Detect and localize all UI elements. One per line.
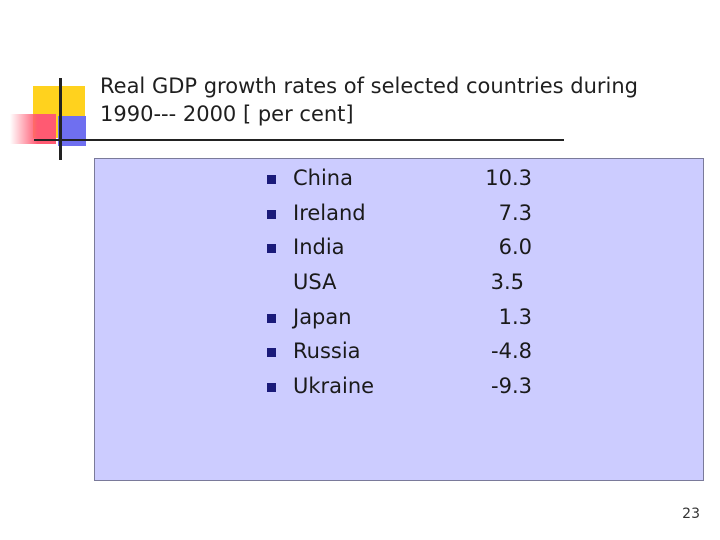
country-name: India <box>293 235 345 260</box>
slide-title: Real GDP growth rates of selected countr… <box>100 72 680 128</box>
list-item: Ukraine -9.3 <box>0 369 720 404</box>
slide-title-line-2: 1990--- 2000 [ per cent] <box>100 102 354 126</box>
square-bullet-icon <box>267 209 276 219</box>
list-item: Ireland 7.3 <box>0 196 720 231</box>
decor-horizontal-line <box>34 139 564 141</box>
square-bullet-icon <box>267 244 276 254</box>
growth-value: 6.0 <box>498 235 532 260</box>
country-name: Ukraine <box>293 374 375 399</box>
page-number: 23 <box>682 506 700 522</box>
country-name: USA <box>293 270 337 295</box>
list-item: India 6.0 <box>0 230 720 265</box>
square-bullet-icon <box>267 313 276 323</box>
list-item: China 10.3 <box>0 161 720 196</box>
country-name: Japan <box>293 304 352 329</box>
decor-vertical-line <box>59 78 62 160</box>
decor-blue-square <box>58 116 86 146</box>
square-bullet-icon <box>267 348 276 358</box>
list-item: Russia -4.8 <box>0 334 720 369</box>
list-item: Japan 1.3 <box>0 300 720 335</box>
country-list: China 10.3 Ireland 7.3 India 6.0 USA 3.5… <box>0 161 720 404</box>
growth-value: 7.3 <box>498 200 532 225</box>
growth-value: 1.3 <box>498 304 532 329</box>
list-item: USA 3.5 <box>0 265 720 300</box>
growth-value: -9.3 <box>491 374 532 399</box>
growth-value: -4.8 <box>491 339 532 364</box>
country-name: China <box>293 166 353 190</box>
slide-title-line-1: Real GDP growth rates of selected countr… <box>100 74 638 98</box>
square-bullet-icon <box>267 175 276 184</box>
content-panel <box>94 158 704 481</box>
country-name: Russia <box>293 339 361 364</box>
country-name: Ireland <box>293 200 366 225</box>
growth-value: 3.5 <box>490 270 524 295</box>
square-bullet-icon <box>267 383 276 393</box>
growth-value: 10.3 <box>485 166 532 190</box>
